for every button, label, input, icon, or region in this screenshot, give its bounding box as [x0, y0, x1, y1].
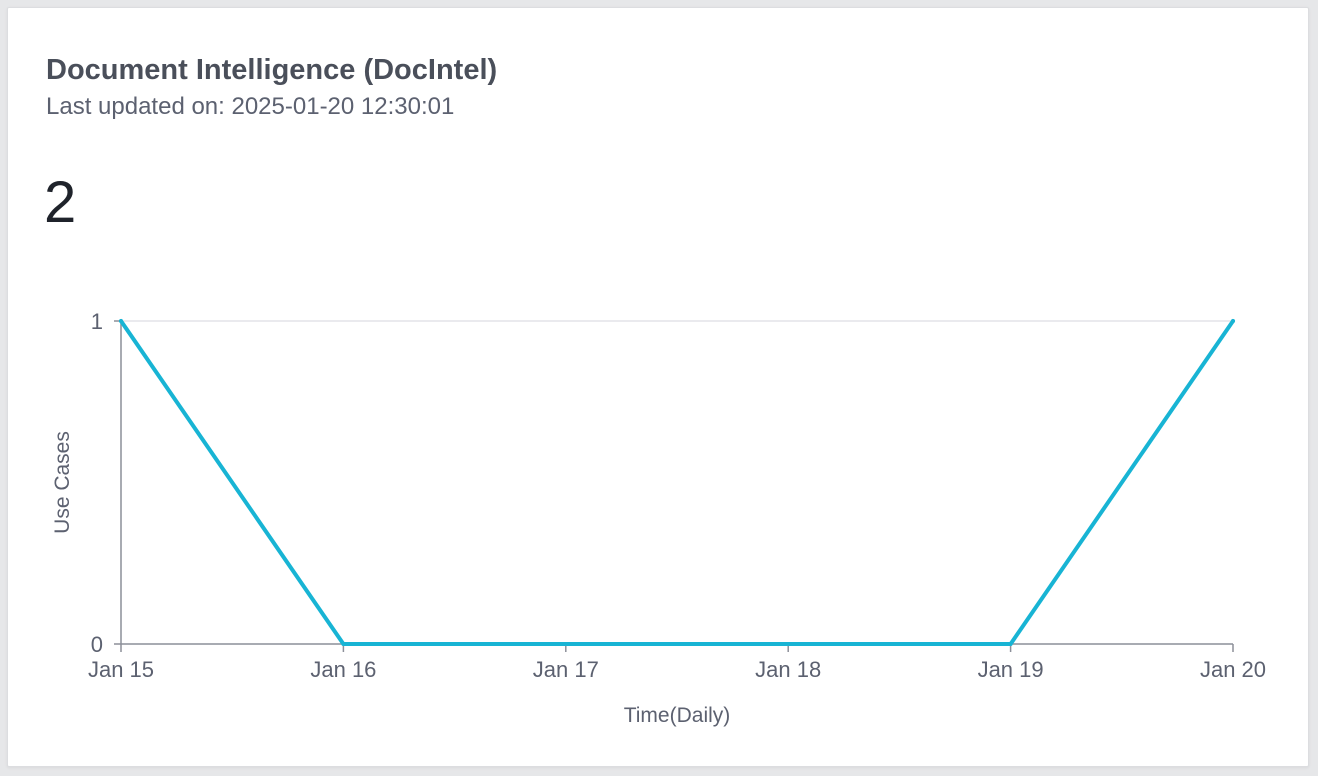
card-title: Document Intelligence (DocIntel)	[46, 54, 498, 86]
x-tick-label: Jan 15	[88, 657, 154, 682]
series-line	[119, 319, 1235, 646]
metric-value: 2	[44, 170, 77, 235]
y-tick-label: 0	[91, 632, 103, 657]
data-point	[1231, 319, 1235, 323]
x-tick-label: Jan 18	[755, 657, 821, 682]
data-point	[563, 642, 568, 646]
axes-layer	[120, 321, 1233, 645]
last-updated-text: Last updated on: 2025-01-20 12:30:01	[46, 93, 455, 120]
x-tick-label: Jan 20	[1200, 657, 1266, 682]
data-point	[1008, 642, 1013, 646]
data-point	[786, 642, 791, 646]
ticks-layer: 0 1 Jan 15 Jan 16 Jan 17 Jan 18 Jan 19 Jan 20	[88, 309, 1266, 682]
data-point	[341, 642, 346, 646]
data-point	[119, 319, 123, 323]
y-axis-title: Use Cases	[51, 431, 74, 534]
series-layer	[119, 319, 1235, 646]
x-axis-title: Time(Daily)	[624, 704, 731, 727]
x-tick-label: Jan 17	[533, 657, 599, 682]
y-tick-label: 1	[91, 309, 103, 334]
x-tick-label: Jan 19	[978, 657, 1044, 682]
chart-card: Document Intelligence (DocIntel) Last up…	[7, 7, 1309, 767]
x-tick-label: Jan 16	[310, 657, 376, 682]
